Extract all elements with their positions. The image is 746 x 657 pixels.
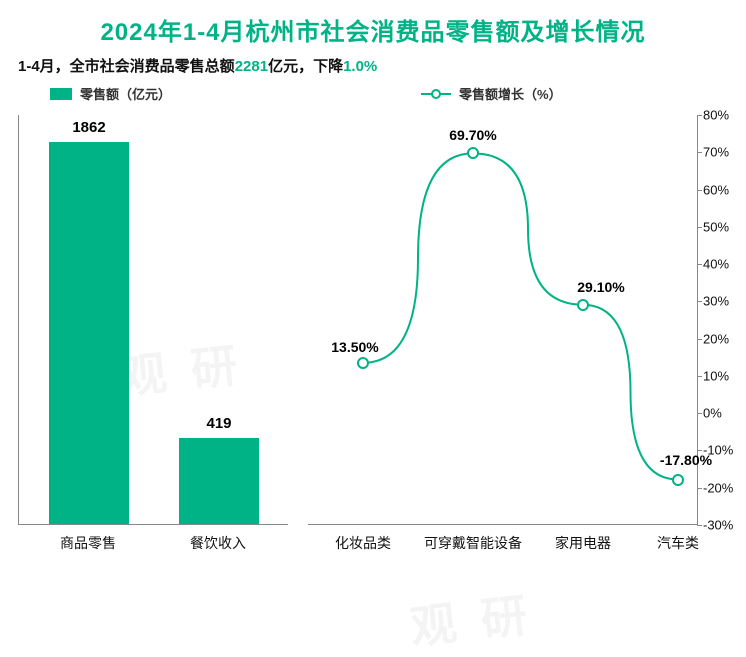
y-tick-mark [697,525,702,526]
y-tick-mark [697,115,702,116]
legend-bar-label: 零售额（亿元） [80,84,171,103]
bar-chart: 1862 419 商品零售 餐饮收入 [18,105,288,575]
legend-line-label: 零售额增长（%） [459,84,562,103]
line-point-label: 69.70% [449,127,496,143]
subtitle-value-total: 2281 [235,58,268,75]
line-marker [672,474,684,486]
line-chart: -30%-20%-10%0%10%20%30%40%50%60%70%80%13… [308,105,728,575]
y-tick-mark [697,301,702,302]
line-point-label: 13.50% [331,339,378,355]
chart-subtitle: 1-4月，全市社会消费品零售总额2281亿元，下降1.0% [0,47,746,78]
y-tick-label: 30% [703,294,746,309]
subtitle-prefix: 1-4月，全市社会消费品零售总额 [18,58,235,75]
y-tick-label: 10% [703,368,746,383]
chart-area: 观 研 观 研 1862419 商品零售餐饮收入 -30%-20%-10%0%1… [0,105,746,575]
line-point-label: -17.80% [660,452,712,468]
legend-item-bar: 零售额（亿元） [50,84,171,103]
y-tick-mark [697,264,702,265]
line-marker [467,147,479,159]
y-tick-label: 40% [703,257,746,272]
line-path [308,115,698,525]
y-tick-label: 60% [703,182,746,197]
y-tick-mark [697,152,702,153]
line-plot: -30%-20%-10%0%10%20%30%40%50%60%70%80%13… [308,115,698,525]
legend-item-line: 零售额增长（%） [421,84,562,103]
subtitle-value-change: 1.0% [343,58,377,75]
line-category-label: 化妆品类 [313,533,413,553]
y-tick-label: -20% [703,480,746,495]
y-tick-mark [697,190,702,191]
y-tick-mark [697,339,702,340]
y-tick-mark [697,488,702,489]
legend: 零售额（亿元） 零售额增长（%） [0,78,746,105]
y-tick-label: 80% [703,108,746,123]
legend-line-swatch [421,87,451,101]
y-tick-label: 0% [703,406,746,421]
y-tick-label: 20% [703,331,746,346]
y-tick-mark [697,376,702,377]
line-category-label: 家用电器 [533,533,633,553]
line-category-label: 汽车类 [628,533,728,553]
line-category-label: 可穿戴智能设备 [423,533,523,553]
bar-value-label: 1862 [39,119,139,136]
bar-value-label: 419 [169,415,269,432]
y-tick-label: 70% [703,145,746,160]
y-tick-mark [697,413,702,414]
bar-plot: 1862 419 [18,115,288,525]
y-tick-mark [697,227,702,228]
chart-title: 2024年1-4月杭州市社会消费品零售额及增长情况 [0,0,746,47]
line-marker [357,357,369,369]
bar-category-label: 商品零售 [38,533,138,553]
watermark: 观 研 [407,579,536,657]
y-tick-label: -30% [703,518,746,533]
bar [49,142,129,524]
y-tick-label: 50% [703,219,746,234]
legend-bar-swatch [50,88,72,100]
bar-category-label: 餐饮收入 [168,533,268,553]
line-marker [577,299,589,311]
line-point-label: 29.10% [577,279,624,295]
bar [179,438,259,524]
subtitle-mid: 亿元，下降 [268,58,343,75]
